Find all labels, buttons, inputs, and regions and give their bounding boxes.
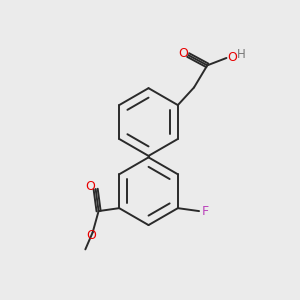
Text: O: O [85,180,95,193]
Text: O: O [86,229,96,242]
Text: H: H [237,48,246,61]
Text: F: F [201,205,208,218]
Text: O: O [178,47,188,60]
Text: O: O [227,51,237,64]
